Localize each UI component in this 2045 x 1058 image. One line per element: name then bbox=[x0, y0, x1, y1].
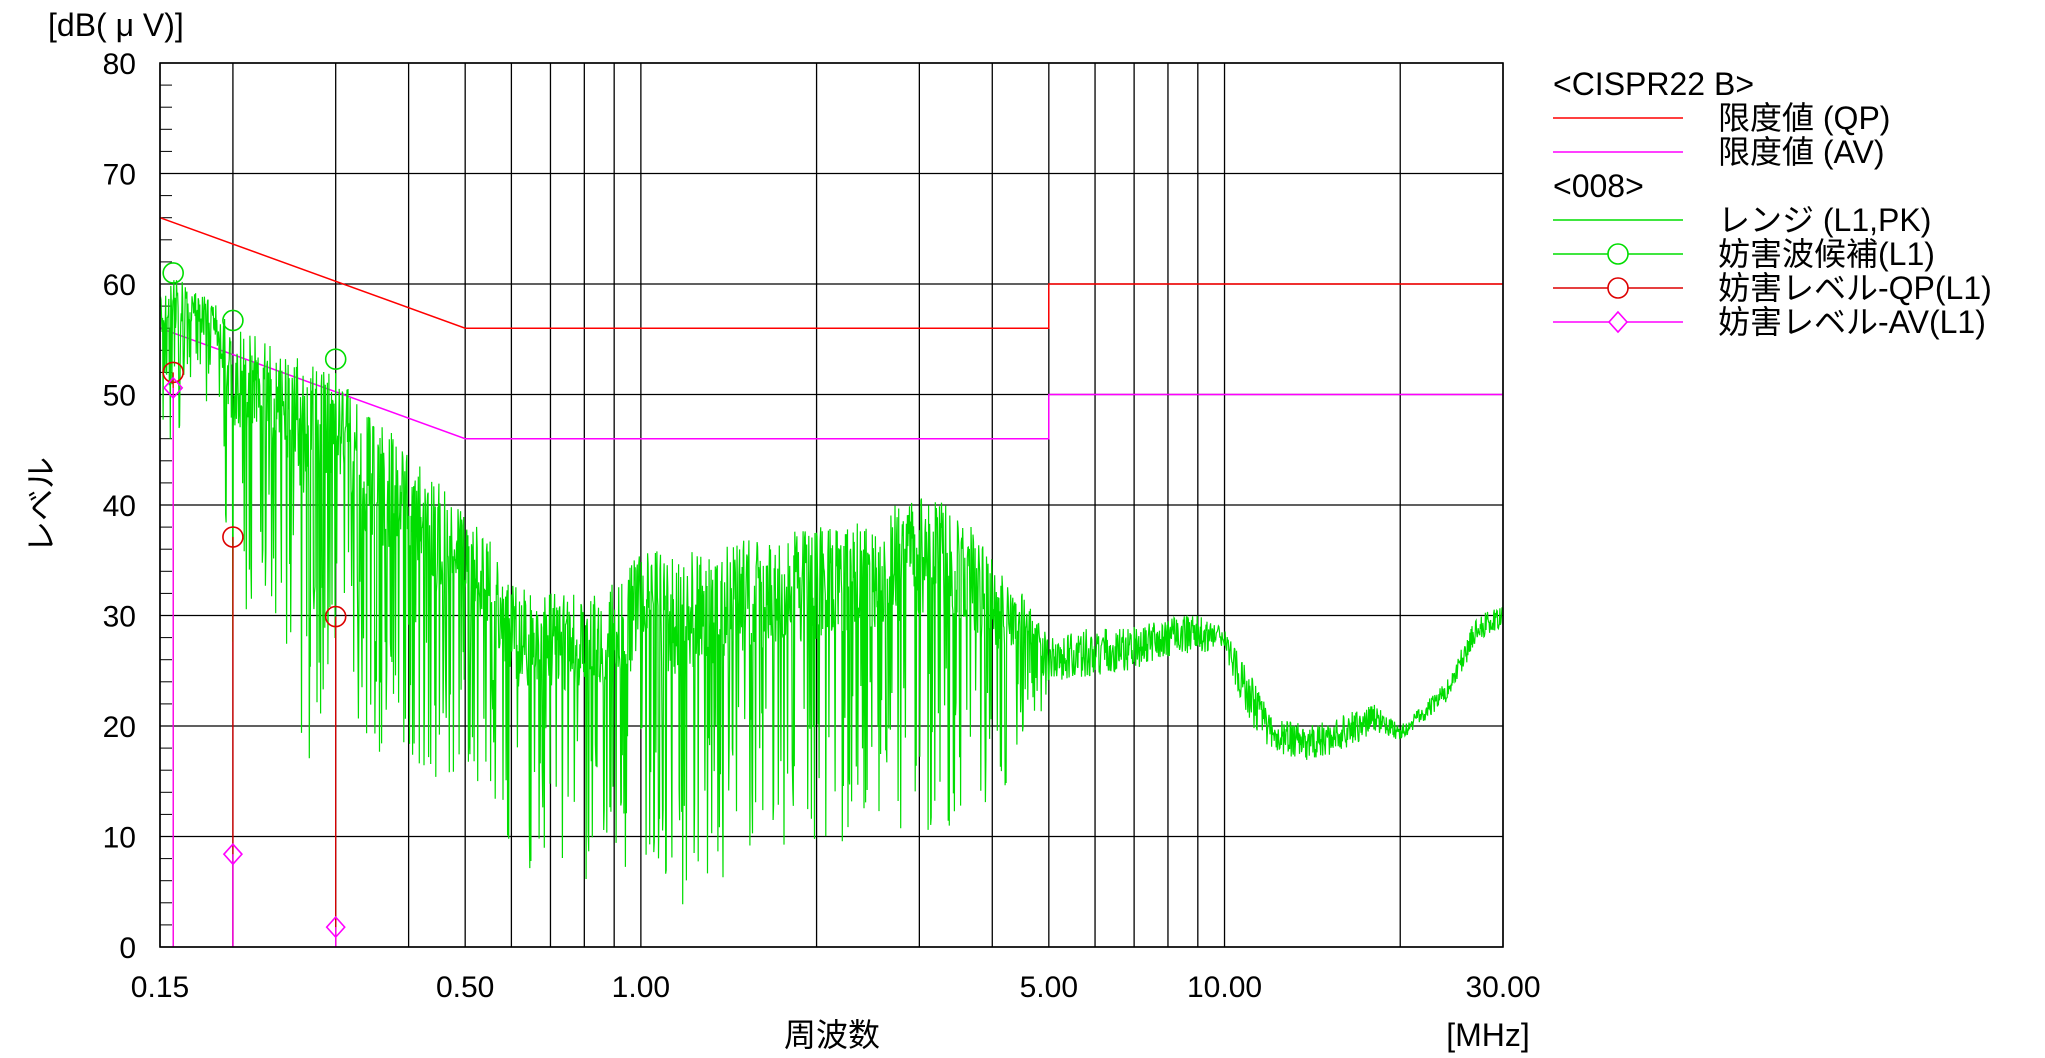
legend-entry-label: 妨害レベル-QP(L1) bbox=[1718, 270, 1992, 306]
y-tick-label: 20 bbox=[103, 711, 136, 744]
markers bbox=[162, 262, 347, 939]
series-limit_av bbox=[159, 327, 1503, 440]
x-tick-label: 0.50 bbox=[436, 971, 494, 1004]
marker-candidates bbox=[324, 348, 347, 370]
y-axis-title: レベル bbox=[23, 457, 59, 553]
x-tick-label: 10.00 bbox=[1187, 971, 1262, 1004]
marker-candidates bbox=[222, 309, 244, 332]
legend-entry-label: 妨害波候補(L1) bbox=[1718, 236, 1935, 272]
marker-level_av bbox=[163, 376, 184, 400]
legend-marker bbox=[1607, 310, 1629, 334]
x-unit-label: [MHz] bbox=[1446, 1017, 1530, 1053]
y-tick-label: 0 bbox=[119, 932, 136, 965]
y-tick-label: 50 bbox=[103, 380, 136, 413]
legend-entry-label: レンジ (L1,PK) bbox=[1718, 202, 1931, 238]
tick-labels: 0 10 20 30 40 50 60 70 80 0.15 0.50 1.00 5.00 10.00 30… bbox=[103, 48, 1541, 1004]
x-axis-title: 周波数 bbox=[784, 1017, 880, 1053]
x-tick-label: 1.00 bbox=[612, 971, 670, 1004]
legend-entry-label: 限度値 (AV) bbox=[1718, 134, 1885, 170]
y-tick-label: 60 bbox=[103, 269, 136, 302]
y-unit-label: [dB( μ V)] bbox=[48, 7, 184, 43]
marker-candidates bbox=[162, 262, 184, 284]
y-tick-label: 40 bbox=[103, 490, 136, 523]
marker-level_av bbox=[325, 915, 346, 939]
series-lines bbox=[159, 216, 1504, 947]
series-limit_qp bbox=[159, 216, 1503, 329]
marker-level_av bbox=[222, 842, 243, 866]
x-tick-label: 30.00 bbox=[1465, 971, 1540, 1004]
y-tick-label: 10 bbox=[103, 822, 136, 855]
plot-frame bbox=[159, 62, 1504, 948]
y-tick-label: 30 bbox=[103, 601, 136, 634]
legend-entry-label: 限度値 (QP) bbox=[1718, 100, 1890, 136]
marker-level_qp bbox=[222, 526, 244, 548]
legend-header: <008> bbox=[1553, 168, 1644, 204]
legend-marker bbox=[1607, 277, 1629, 299]
legend-entry-label: 妨害レベル-AV(L1) bbox=[1718, 304, 1986, 340]
marker-level_qp bbox=[324, 605, 347, 628]
legend: <CISPR22 B>限度値 (QP)限度値 (AV) <008> レンジ (L1,… bbox=[1553, 66, 1992, 340]
marker-level_qp bbox=[162, 361, 184, 384]
x-tick-label: 5.00 bbox=[1020, 971, 1078, 1004]
x-tick-label: 0.15 bbox=[131, 971, 189, 1004]
y-tick-label: 80 bbox=[103, 48, 136, 81]
series-range_pk bbox=[159, 280, 1504, 905]
legend-marker bbox=[1607, 243, 1629, 265]
legend-header: <CISPR22 B> bbox=[1553, 66, 1754, 102]
y-tick-label: 70 bbox=[103, 159, 136, 192]
